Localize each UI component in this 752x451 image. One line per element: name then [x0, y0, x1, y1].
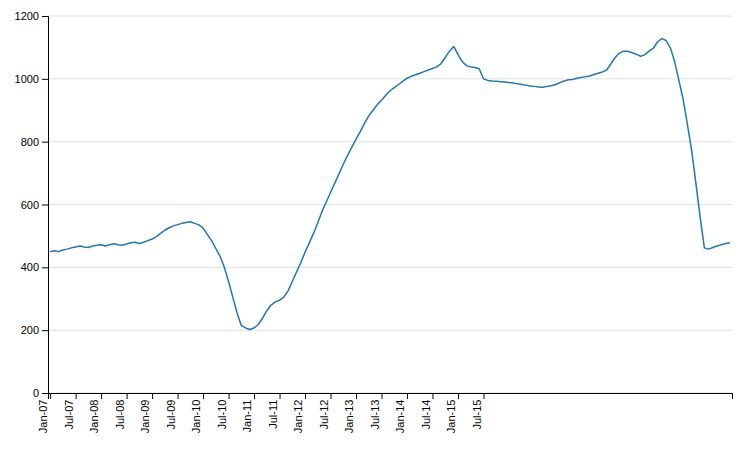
y-tick-mark: [42, 393, 48, 394]
x-tick-label: Jul-14: [420, 400, 432, 430]
y-tick: 800: [21, 136, 48, 148]
x-tick-mark: [280, 393, 281, 399]
grid-line: [48, 330, 732, 331]
x-tick-mark: [50, 393, 51, 399]
x-tick: Jul-10: [216, 393, 229, 430]
x-tick: Jan-12: [292, 393, 305, 433]
y-tick-label: 600: [21, 199, 39, 211]
x-tick-label: Jan-12: [292, 400, 304, 434]
x-tick: Jul-12: [318, 393, 331, 430]
x-axis-line: [49, 394, 733, 400]
y-tick-mark: [42, 16, 48, 17]
x-tick-label: Jan-14: [394, 400, 406, 434]
grid-line: [48, 141, 732, 142]
y-tick: 0: [33, 387, 48, 399]
y-tick-label: 400: [21, 261, 39, 273]
x-tick-mark: [432, 393, 433, 399]
grid: [48, 16, 732, 393]
x-tick-mark: [305, 393, 306, 399]
chart-container: Jan-07 Jul-07 Jan-08 Jul-08 Jan-09 Jul-09 Jan-…: [0, 0, 752, 451]
x-tick-label: Jan-15: [445, 400, 457, 434]
plot: Jan-07 Jul-07 Jan-08 Jul-08 Jan-09 Jul-09 Jan-…: [15, 10, 733, 433]
y-tick-label: 1200: [15, 10, 39, 22]
x-tick-mark: [101, 393, 102, 399]
y-axis: 0 200 400 600 800 1000 1200: [15, 10, 49, 399]
y-tick: 1200: [15, 10, 48, 22]
x-tick: Jul-13: [369, 393, 382, 430]
x-tick-label: Jan-10: [190, 400, 202, 434]
x-tick-label: Jul-10: [216, 400, 228, 430]
y-tick: 600: [21, 199, 48, 211]
x-tick-mark: [76, 393, 77, 399]
y-tick-label: 200: [21, 324, 39, 336]
x-tick-label: Jul-13: [369, 400, 381, 430]
x-tick-label: Jan-08: [88, 400, 100, 434]
x-tick: Jul-08: [114, 393, 127, 430]
grid-line: [48, 78, 732, 79]
x-tick-mark: [407, 393, 408, 399]
x-tick-label: Jul-11: [267, 400, 279, 429]
y-tick-mark: [42, 142, 48, 143]
x-tick: Jul-09: [165, 393, 178, 430]
x-tick: Jul-07: [63, 393, 76, 430]
x-tick-mark: [178, 393, 179, 399]
y-tick-mark: [42, 330, 48, 331]
y-tick-mark: [42, 267, 48, 268]
x-tick-mark: [254, 393, 255, 399]
grid-line: [48, 16, 732, 17]
y-axis-line: [42, 17, 49, 394]
x-tick-label: Jul-15: [471, 400, 483, 430]
y-tick: 1000: [15, 73, 48, 85]
grid-line: [48, 267, 732, 268]
x-tick: Jul-11: [267, 393, 280, 429]
x-tick-mark: [203, 393, 204, 399]
x-tick: Jan-14: [394, 393, 407, 433]
x-tick-mark: [458, 393, 459, 399]
x-axis: Jan-07 Jul-07 Jan-08 Jul-08 Jan-09 Jul-09 Jan-…: [37, 393, 732, 433]
y-tick-label: 0: [33, 387, 39, 399]
x-tick: Jan-11: [241, 393, 254, 432]
y-tick-label: 1000: [15, 73, 39, 85]
x-tick-label: Jan-07: [37, 400, 49, 434]
x-tick-label: Jan-09: [139, 400, 151, 434]
x-tick-mark: [229, 393, 230, 399]
x-tick-mark: [356, 393, 357, 399]
chart-svg: Jan-07 Jul-07 Jan-08 Jul-08 Jan-09 Jul-09 Jan-…: [0, 0, 752, 451]
y-tick-mark: [42, 205, 48, 206]
x-tick: Jan-08: [88, 393, 101, 433]
x-tick-mark: [152, 393, 153, 399]
line: [50, 39, 730, 330]
x-tick: Jul-15: [471, 393, 484, 430]
x-tick: Jan-10: [190, 393, 203, 433]
x-tick-label: Jul-09: [165, 400, 177, 430]
y-tick: 200: [21, 324, 48, 336]
x-tick-mark: [382, 393, 383, 399]
x-tick: Jul-14: [420, 393, 433, 430]
y-tick: 400: [21, 261, 48, 273]
x-tick-mark: [331, 393, 332, 399]
grid-line: [48, 204, 732, 205]
x-tick: Jan-13: [343, 393, 356, 433]
x-tick-label: Jul-12: [318, 400, 330, 430]
x-tick: Jan-07: [37, 393, 50, 433]
x-tick: Jan-09: [139, 393, 152, 433]
x-tick-mark: [483, 393, 484, 399]
x-tick-label: Jan-13: [343, 400, 355, 434]
x-tick-label: Jul-07: [63, 400, 75, 430]
series: [50, 39, 730, 330]
x-tick: Jan-15: [445, 393, 458, 433]
x-tick-label: Jul-08: [114, 400, 126, 430]
y-tick-label: 800: [21, 136, 39, 148]
x-tick-mark: [127, 393, 128, 399]
y-tick-mark: [42, 79, 48, 80]
x-tick-label: Jan-11: [241, 400, 253, 433]
